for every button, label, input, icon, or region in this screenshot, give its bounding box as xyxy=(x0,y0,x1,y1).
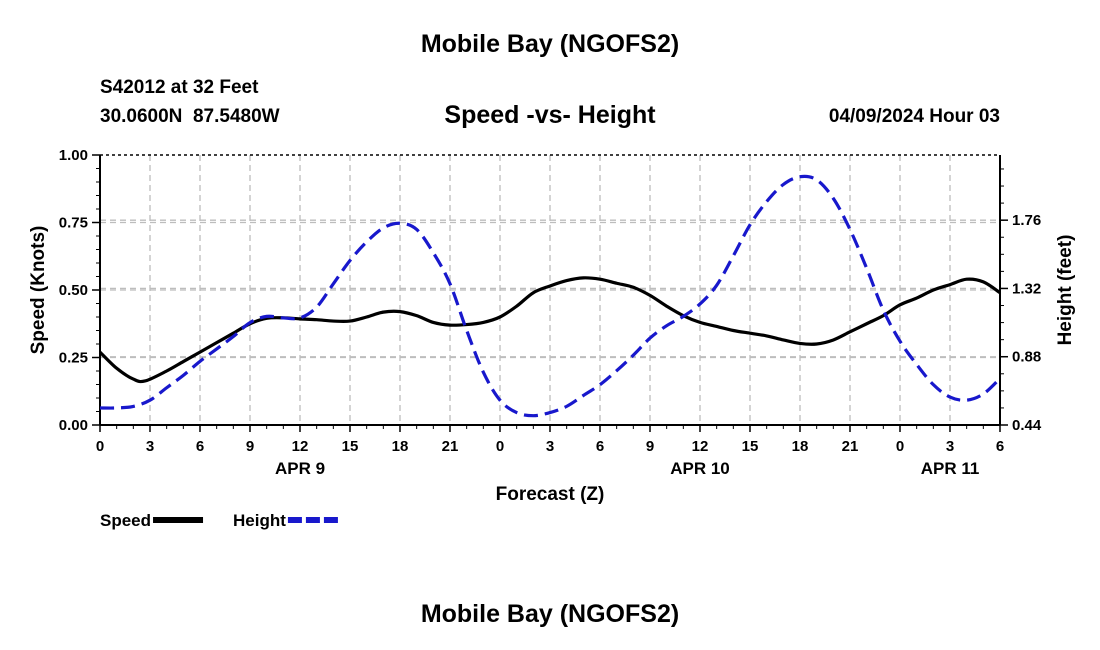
station-coordinates: 30.0600N 87.5480W xyxy=(100,106,280,127)
y-axis-label: Speed (Knots) xyxy=(28,226,49,355)
y-tick-label: 0.00 xyxy=(59,417,88,434)
x-tick-label: 6 xyxy=(196,438,204,455)
y2-tick-label: 0.44 xyxy=(1012,417,1042,434)
height-series-line xyxy=(99,174,1002,418)
date-label: APR 10 xyxy=(670,459,730,478)
y2-tick-label: 0.88 xyxy=(1012,349,1041,366)
x-tick-label: 3 xyxy=(146,438,154,455)
x-tick-label: 18 xyxy=(392,438,409,455)
footer-title: Mobile Bay (NGOFS2) xyxy=(420,600,680,628)
height-legend-label: Height xyxy=(233,511,286,530)
x-tick-label: 18 xyxy=(792,438,809,455)
x-tick-label: 9 xyxy=(646,438,654,455)
forecast-datetime: 04/09/2024 Hour 03 xyxy=(828,106,1000,127)
x-tick-label: 9 xyxy=(246,438,254,455)
y-tick-label: 0.75 xyxy=(59,215,88,232)
date-label: APR 9 xyxy=(275,459,325,478)
y-tick-label: 0.25 xyxy=(59,350,88,367)
x-tick-label: 12 xyxy=(692,438,709,455)
y2-tick-label: 1.32 xyxy=(1012,280,1041,297)
x-tick-label: 0 xyxy=(96,438,104,455)
y-tick-label: 0.50 xyxy=(59,282,88,299)
x-tick-label: 0 xyxy=(496,438,504,455)
x-tick-label: 6 xyxy=(996,438,1004,455)
date-label: APR 11 xyxy=(921,459,980,478)
station-label: S42012 at 32 Feet xyxy=(100,77,259,98)
x-tick-label: 21 xyxy=(842,438,859,455)
x-axis-label: Forecast (Z) xyxy=(496,484,605,505)
x-tick-label: 15 xyxy=(742,438,759,455)
x-tick-label: 12 xyxy=(292,438,309,455)
y2-axis-label: Height (feet) xyxy=(1055,235,1076,346)
x-tick-label: 3 xyxy=(946,438,954,455)
x-tick-label: 15 xyxy=(342,438,359,455)
x-tick-label: 6 xyxy=(596,438,604,455)
y-tick-label: 1.00 xyxy=(59,147,88,164)
y2-tick-label: 1.76 xyxy=(1012,212,1041,229)
speed-legend-label: Speed xyxy=(100,511,151,530)
x-tick-label: 0 xyxy=(896,438,904,455)
x-tick-label: 21 xyxy=(442,438,459,455)
chart-title: Speed -vs- Height xyxy=(444,101,656,129)
x-tick-label: 3 xyxy=(546,438,554,455)
page-title: Mobile Bay (NGOFS2) xyxy=(420,30,680,58)
